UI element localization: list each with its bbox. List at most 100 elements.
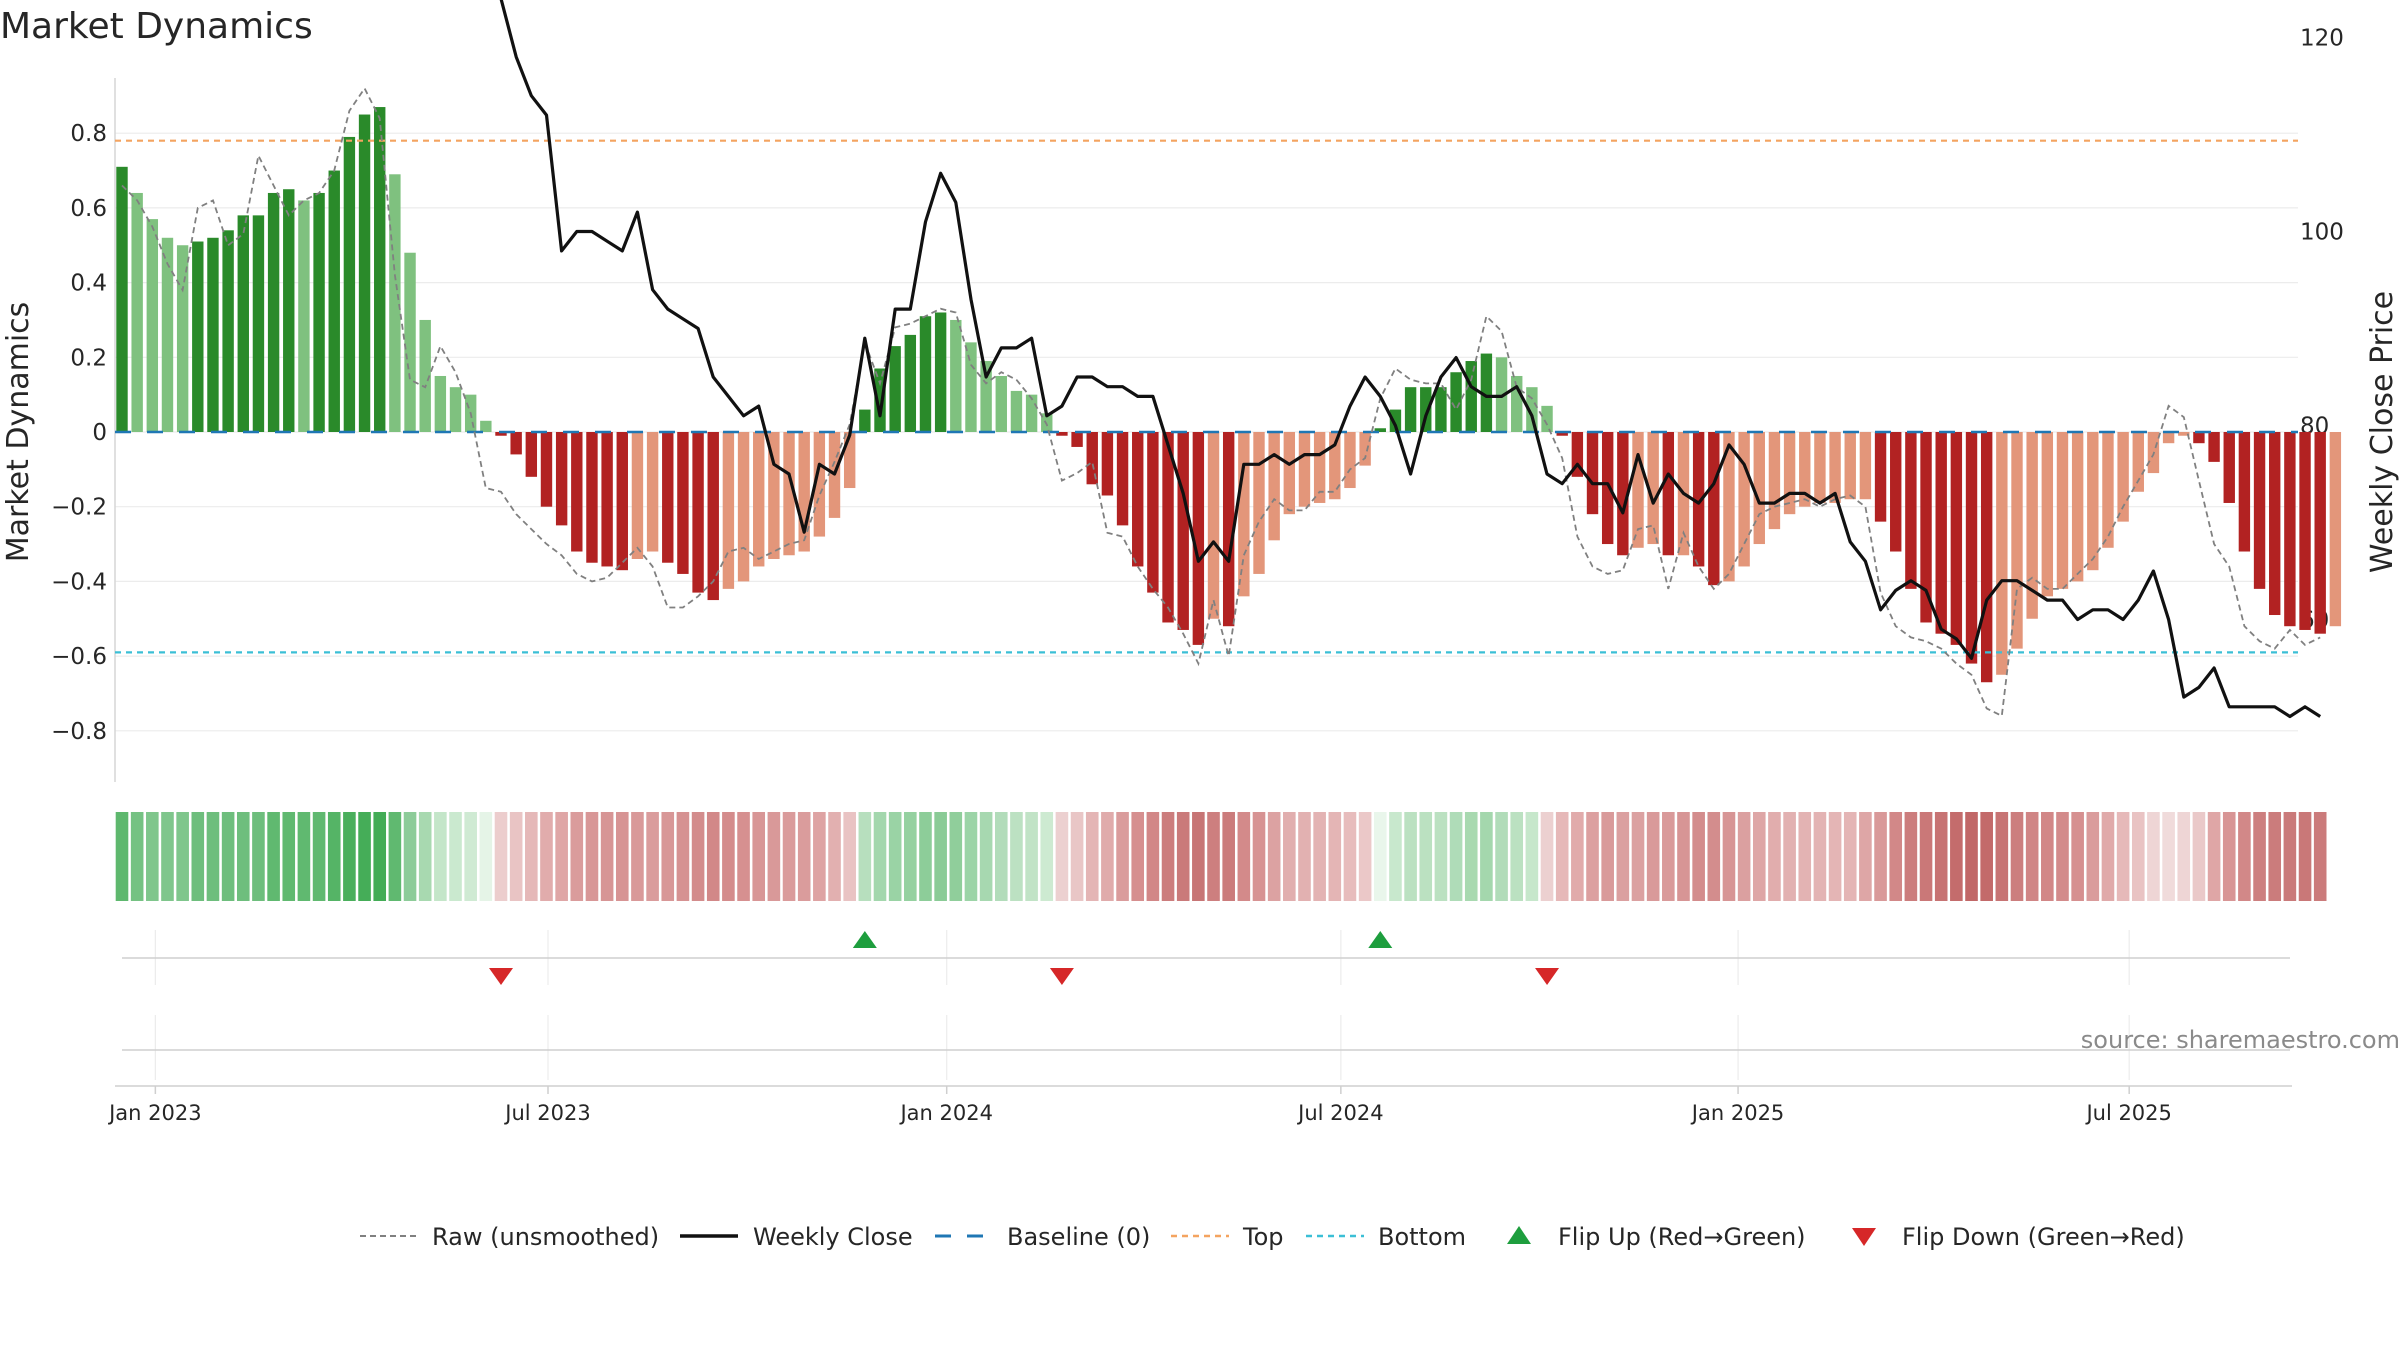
heat-cell bbox=[2298, 812, 2312, 901]
md-bar bbox=[768, 432, 780, 559]
md-bar bbox=[176, 245, 189, 432]
heat-cell bbox=[1267, 812, 1281, 901]
heat-cell bbox=[1995, 812, 2009, 901]
legend-label: Baseline (0) bbox=[1007, 1223, 1150, 1251]
heat-cell bbox=[1586, 812, 1599, 901]
md-bar bbox=[1056, 432, 1068, 436]
heat-cell bbox=[752, 812, 766, 901]
x-axis: Jan 2023 Jul 2023 Jan 2024 Jul 2024 Jan 2025… bbox=[107, 1085, 2292, 1125]
heat-cell bbox=[1631, 812, 1645, 901]
heat-cell bbox=[1874, 812, 1887, 901]
heat-cell bbox=[509, 812, 523, 901]
heat-cell bbox=[1207, 812, 1220, 901]
heat-cell bbox=[782, 812, 796, 901]
md-bar bbox=[1511, 375, 1523, 432]
heat-cell bbox=[2116, 812, 2130, 901]
heat-cell bbox=[1646, 812, 1660, 901]
heat-cell bbox=[252, 812, 265, 901]
md-bar bbox=[1980, 432, 1993, 683]
heat-cell bbox=[236, 812, 250, 901]
legend-item-bottom: Bottom bbox=[1306, 1223, 1466, 1251]
md-bar bbox=[1662, 432, 1675, 556]
source-credit: source: sharemaestro.com bbox=[2081, 1026, 2400, 1054]
md-bar bbox=[2132, 432, 2144, 492]
heat-cell bbox=[403, 812, 417, 901]
y-tick-label: 0.6 bbox=[70, 196, 107, 222]
md-bar bbox=[737, 432, 750, 582]
md-bar bbox=[1844, 432, 1856, 500]
md-bar bbox=[252, 215, 265, 432]
heat-cell bbox=[1176, 812, 1190, 901]
md-bar bbox=[1344, 432, 1356, 489]
md-bar bbox=[1313, 432, 1326, 503]
heat-cell bbox=[934, 812, 947, 901]
md-bar bbox=[1025, 394, 1038, 432]
md-bar bbox=[1601, 432, 1614, 545]
y-tick-label: −0.6 bbox=[51, 644, 107, 670]
md-bar bbox=[1389, 409, 1402, 432]
md-bar bbox=[1480, 353, 1493, 432]
md-bar bbox=[525, 432, 538, 477]
md-bar bbox=[889, 346, 901, 432]
md-bar bbox=[1556, 432, 1568, 436]
x-tick-label: Jul 2024 bbox=[1296, 1101, 1383, 1125]
y2-tick-label: 120 bbox=[2300, 26, 2344, 52]
flip-down-marker bbox=[1535, 968, 1560, 985]
md-bar bbox=[146, 219, 159, 432]
md-bar bbox=[1950, 432, 1963, 645]
md-bar bbox=[495, 432, 507, 436]
md-bar bbox=[1783, 432, 1796, 515]
md-bar bbox=[419, 319, 431, 432]
heat-cell bbox=[1525, 812, 1539, 901]
heat-cell bbox=[1722, 812, 1736, 901]
heat-cell bbox=[418, 812, 432, 901]
md-bar bbox=[843, 432, 856, 489]
heat-cell bbox=[2313, 812, 2327, 901]
heat-cell bbox=[631, 812, 644, 901]
md-bar bbox=[1905, 432, 1917, 589]
heat-cell bbox=[1055, 812, 1069, 901]
md-bar bbox=[1874, 432, 1887, 522]
heat-cell bbox=[282, 812, 296, 901]
heat-cell bbox=[1965, 812, 1978, 901]
md-bar bbox=[1859, 432, 1872, 500]
md-bar bbox=[192, 241, 204, 432]
md-bar bbox=[2238, 432, 2251, 552]
heat-cell bbox=[1010, 812, 1023, 901]
md-bar bbox=[2056, 432, 2069, 589]
heat-cell bbox=[146, 812, 159, 901]
heat-cell bbox=[888, 812, 902, 901]
heat-cell bbox=[161, 812, 174, 901]
heat-cell bbox=[1222, 812, 1235, 901]
md-bar bbox=[1996, 432, 2008, 675]
heat-cell bbox=[858, 812, 872, 901]
legend-label: Bottom bbox=[1378, 1223, 1466, 1251]
md-bar bbox=[298, 200, 310, 432]
md-bar bbox=[237, 215, 249, 432]
heat-cell bbox=[2253, 812, 2266, 901]
x-tick-label: Jan 2024 bbox=[898, 1101, 993, 1125]
heat-cell bbox=[2177, 812, 2191, 901]
y-tick-label: 0.4 bbox=[70, 271, 107, 297]
md-bar bbox=[1920, 432, 1932, 623]
heat-cell bbox=[1116, 812, 1129, 901]
legend-label: Weekly Close bbox=[753, 1223, 913, 1251]
heat-cell bbox=[813, 812, 826, 901]
heat-cell bbox=[1237, 812, 1251, 901]
heat-cell bbox=[2056, 812, 2069, 901]
heat-cell bbox=[919, 812, 932, 901]
heat-cell bbox=[1813, 812, 1827, 901]
x-tick-label: Jan 2023 bbox=[107, 1101, 202, 1125]
heat-cell bbox=[1571, 812, 1584, 901]
md-bar bbox=[1253, 432, 1265, 574]
heat-cell bbox=[1085, 812, 1099, 901]
md-bar bbox=[1526, 387, 1538, 432]
heat-cell bbox=[297, 812, 311, 901]
series-lines bbox=[121, 0, 2322, 719]
x-tick-label: Jul 2025 bbox=[2084, 1101, 2171, 1125]
heat-cell bbox=[615, 812, 629, 901]
md-bar bbox=[2314, 432, 2326, 634]
heat-cell bbox=[2162, 812, 2175, 901]
md-bar bbox=[1935, 432, 1947, 634]
md-bar bbox=[722, 432, 735, 589]
